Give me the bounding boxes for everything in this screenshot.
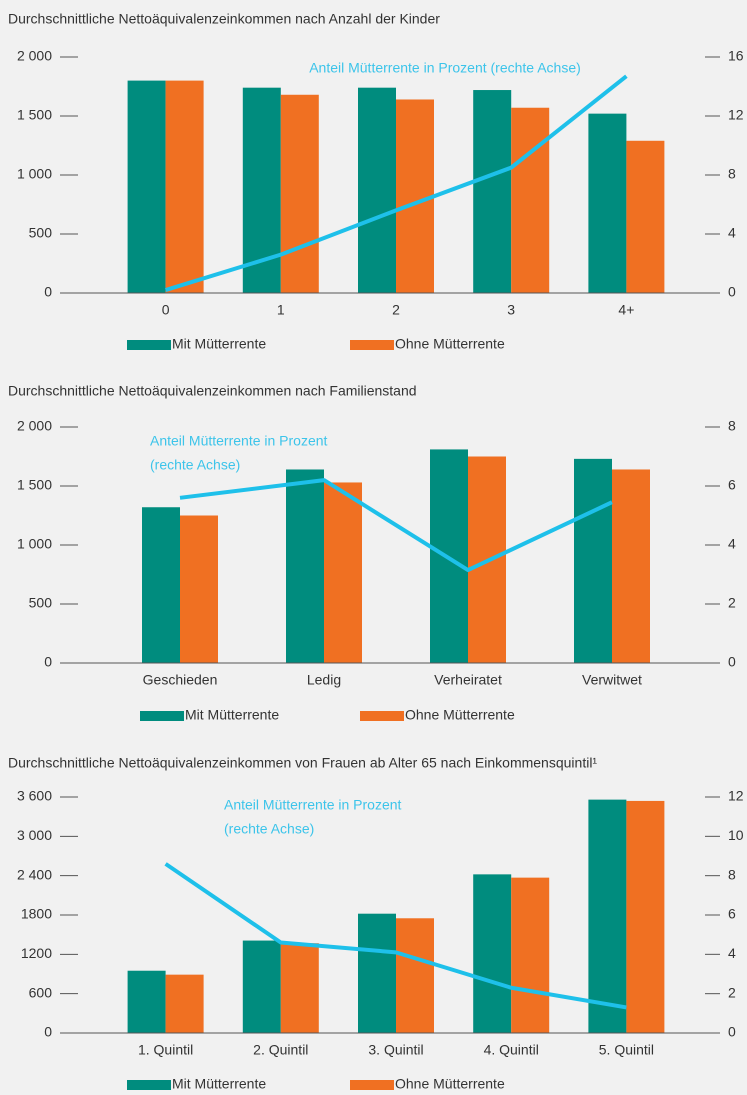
y2-tick-label: 4 xyxy=(728,225,736,241)
y-tick-label: 1 500 xyxy=(17,477,52,493)
line xyxy=(165,74,628,292)
bar xyxy=(396,99,434,293)
bar xyxy=(280,94,319,293)
bar xyxy=(180,515,218,663)
y-tick-label: 0 xyxy=(44,1024,52,1040)
y-tick-label: 2 000 xyxy=(17,48,52,64)
bar xyxy=(165,80,204,293)
legend-label: Ohne Mütterrente xyxy=(395,1076,505,1092)
y-tick-label: 1 000 xyxy=(17,166,52,182)
y2-tick-label: 0 xyxy=(728,654,736,670)
chart-title: Durchschnittliche Nettoäquivalenzeinkomm… xyxy=(8,755,597,771)
x-tick-label: 2. Quintil xyxy=(253,1042,308,1058)
y2-tick-label: 8 xyxy=(728,166,736,182)
y-tick-label: 2 400 xyxy=(17,866,52,882)
legend-label: Ohne Mütterrente xyxy=(395,336,505,352)
bar xyxy=(280,943,319,1033)
legend-label: Mit Mütterrente xyxy=(185,707,279,723)
bar xyxy=(127,970,166,1033)
x-tick-label: Verheiratet xyxy=(434,672,502,688)
bar xyxy=(473,90,512,293)
legend-label: Mit Mütterrente xyxy=(172,1076,266,1092)
legend-swatch xyxy=(140,711,184,721)
bar xyxy=(588,799,627,1033)
bar xyxy=(324,482,362,663)
y-tick-label: 600 xyxy=(29,984,53,1000)
y2-tick-label: 12 xyxy=(728,107,744,123)
y-tick-label: 3 600 xyxy=(17,788,52,804)
annotation: Anteil Mütterrente in Prozent (rechte Ac… xyxy=(309,60,581,76)
x-tick-label: Ledig xyxy=(307,672,341,688)
y-tick-label: 1800 xyxy=(21,906,52,922)
y-tick-label: 500 xyxy=(29,225,53,241)
bar xyxy=(358,913,396,1033)
legend-swatch xyxy=(350,1080,394,1090)
bar xyxy=(165,974,204,1033)
y-tick-label: 3 000 xyxy=(17,827,52,843)
line xyxy=(164,862,627,1010)
bar xyxy=(626,800,665,1033)
bar xyxy=(626,140,665,293)
legend-label: Ohne Mütterrente xyxy=(405,707,515,723)
x-tick-label: 3. Quintil xyxy=(368,1042,423,1058)
bar xyxy=(612,469,650,663)
legend-label: Mit Mütterrente xyxy=(172,336,266,352)
annotation: (rechte Achse) xyxy=(224,821,314,837)
y2-tick-label: 6 xyxy=(728,477,736,493)
y-tick-label: 1200 xyxy=(21,945,52,961)
legend-swatch xyxy=(350,340,394,350)
bar xyxy=(511,107,550,294)
y-tick-label: 2 000 xyxy=(17,418,52,434)
bar xyxy=(127,80,166,293)
y-tick-label: 500 xyxy=(29,595,53,611)
y2-tick-label: 0 xyxy=(728,1024,736,1040)
legend-swatch xyxy=(360,711,404,721)
legend-swatch xyxy=(127,340,171,350)
y2-tick-label: 4 xyxy=(728,945,736,961)
bar xyxy=(242,940,281,1033)
y2-tick-label: 8 xyxy=(728,866,736,882)
y2-tick-label: 6 xyxy=(728,906,736,922)
x-tick-label: 3 xyxy=(507,302,515,318)
x-tick-label: 2 xyxy=(392,302,400,318)
x-tick-label: Geschieden xyxy=(143,672,218,688)
x-tick-label: 1. Quintil xyxy=(138,1042,193,1058)
bar xyxy=(473,874,512,1033)
x-tick-label: 0 xyxy=(162,302,170,318)
bar xyxy=(358,87,396,294)
bar xyxy=(588,113,627,293)
chart-title: Durchschnittliche Nettoäquivalenzeinkomm… xyxy=(8,11,440,27)
y-tick-label: 1 500 xyxy=(17,107,52,123)
bar xyxy=(142,507,180,663)
x-tick-label: Verwitwet xyxy=(582,672,642,688)
x-tick-label: 5. Quintil xyxy=(599,1042,654,1058)
annotation: Anteil Mütterrente in Prozent xyxy=(224,797,402,813)
y2-tick-label: 2 xyxy=(728,984,736,1000)
y2-tick-label: 16 xyxy=(728,48,744,64)
y-tick-label: 0 xyxy=(44,654,52,670)
bar xyxy=(511,877,550,1033)
chart-title: Durchschnittliche Nettoäquivalenzeinkomm… xyxy=(8,383,417,399)
bar xyxy=(574,458,612,663)
x-tick-label: 1 xyxy=(277,302,285,318)
y2-tick-label: 0 xyxy=(728,284,736,300)
annotation: Anteil Mütterrente in Prozent xyxy=(150,433,328,449)
y-tick-label: 0 xyxy=(44,284,52,300)
legend-swatch xyxy=(127,1080,171,1090)
y2-tick-label: 2 xyxy=(728,595,736,611)
y2-tick-label: 12 xyxy=(728,788,744,804)
annotation: (rechte Achse) xyxy=(150,457,240,473)
y-tick-label: 1 000 xyxy=(17,536,52,552)
bar xyxy=(396,918,434,1033)
y2-tick-label: 10 xyxy=(728,827,744,843)
x-tick-label: 4. Quintil xyxy=(484,1042,539,1058)
x-tick-label: 4+ xyxy=(618,302,634,318)
y2-tick-label: 4 xyxy=(728,536,736,552)
line xyxy=(179,478,613,573)
y2-tick-label: 8 xyxy=(728,418,736,434)
bar xyxy=(286,469,324,663)
